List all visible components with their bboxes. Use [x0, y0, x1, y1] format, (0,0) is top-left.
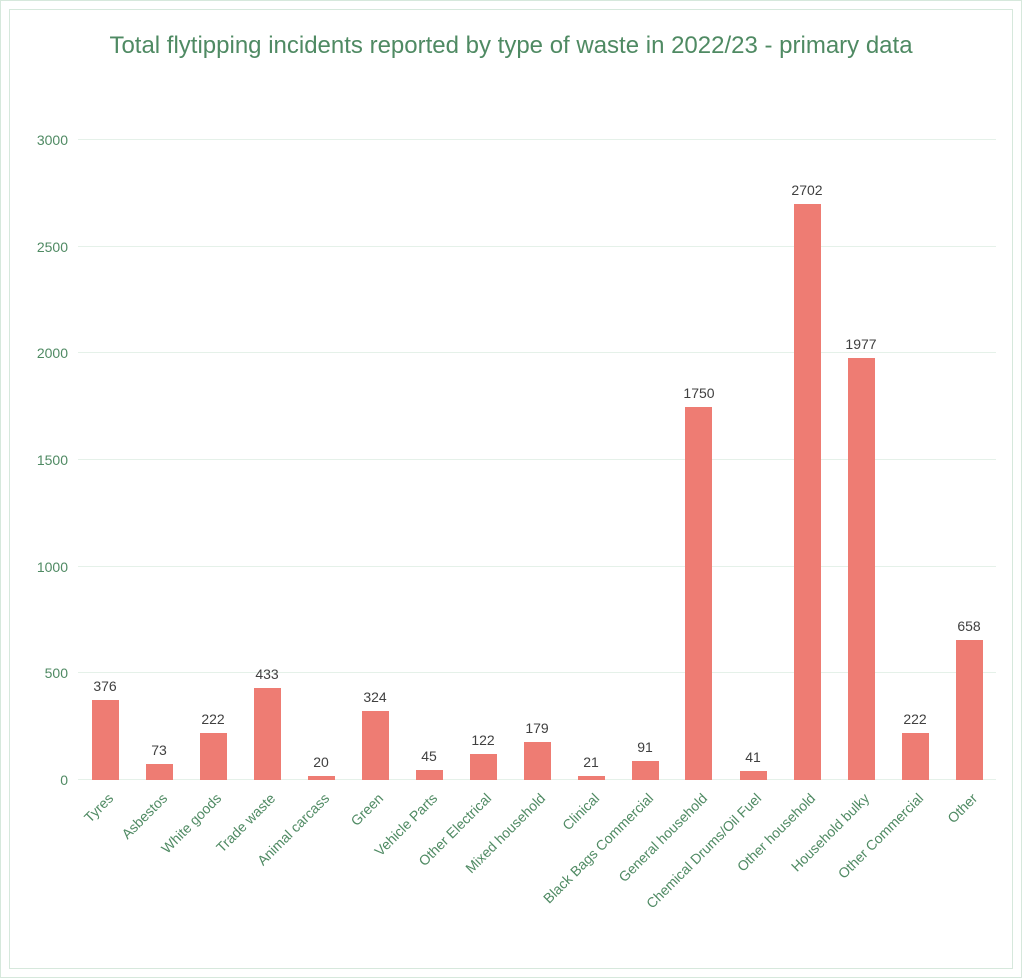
bar-value-label: 41 [745, 749, 761, 765]
y-tick-label: 0 [60, 772, 68, 788]
y-tick-label: 500 [45, 665, 68, 681]
bar-slot: 1750General household [672, 140, 726, 780]
x-tick-label: Green [347, 790, 386, 829]
y-tick-label: 1500 [37, 452, 68, 468]
bar-slot: 41Chemical Drums/Oil Fuel [726, 140, 780, 780]
y-tick-label: 2500 [37, 239, 68, 255]
chart-title: Total flytipping incidents reported by t… [10, 30, 1012, 62]
bar-value-label: 45 [421, 748, 437, 764]
bar-slot: 433Trade waste [240, 140, 294, 780]
y-tick-label: 3000 [37, 132, 68, 148]
bar-slot: 45Vehicle Parts [402, 140, 456, 780]
x-tick-label: Clinical [559, 790, 602, 833]
bar: 222 [200, 733, 227, 780]
plot-area: 050010001500200025003000376Tyres73Asbest… [78, 140, 996, 780]
bar: 20 [308, 776, 335, 780]
bar-value-label: 73 [151, 742, 167, 758]
bar-value-label: 658 [957, 618, 980, 634]
bar-slot: 1977Household bulky [834, 140, 888, 780]
bar-value-label: 376 [93, 678, 116, 694]
bar-value-label: 91 [637, 739, 653, 755]
x-tick-label: Asbestos [118, 790, 170, 842]
bar-slot: 91Black Bags Commercial [618, 140, 672, 780]
bar-value-label: 433 [255, 666, 278, 682]
bar-slot: 73Asbestos [132, 140, 186, 780]
x-tick-label: Tyres [81, 790, 117, 826]
bar: 324 [362, 711, 389, 780]
bar-slot: 658Other [942, 140, 996, 780]
y-tick-label: 1000 [37, 559, 68, 575]
bar: 1977 [848, 358, 875, 780]
bar: 1750 [685, 407, 712, 780]
bar-value-label: 179 [525, 720, 548, 736]
bar: 91 [632, 761, 659, 780]
bar: 658 [956, 640, 983, 780]
bar: 222 [902, 733, 929, 780]
chart-container: Total flytipping incidents reported by t… [0, 0, 1022, 978]
bar-value-label: 21 [583, 754, 599, 770]
bar: 179 [524, 742, 551, 780]
bar-value-label: 1750 [683, 385, 714, 401]
bar-value-label: 324 [363, 689, 386, 705]
bar: 122 [470, 754, 497, 780]
bar: 73 [146, 764, 173, 780]
bar: 433 [254, 688, 281, 780]
bar-slot: 21Clinical [564, 140, 618, 780]
bar: 21 [578, 776, 605, 780]
bar-value-label: 1977 [845, 336, 876, 352]
x-tick-label: Other [944, 790, 980, 826]
bar-slot: 324Green [348, 140, 402, 780]
bar-slot: 20Animal carcass [294, 140, 348, 780]
bar-slot: 2702Other household [780, 140, 834, 780]
bar-value-label: 2702 [791, 182, 822, 198]
chart-inner-frame: Total flytipping incidents reported by t… [9, 9, 1013, 969]
bar-value-label: 122 [471, 732, 494, 748]
bar-slot: 376Tyres [78, 140, 132, 780]
bar-value-label: 20 [313, 754, 329, 770]
bar: 376 [92, 700, 119, 780]
bar: 45 [416, 770, 443, 780]
y-tick-label: 2000 [37, 345, 68, 361]
bar-slot: 179Mixed household [510, 140, 564, 780]
bar-slot: 222White goods [186, 140, 240, 780]
bar: 2702 [794, 204, 821, 780]
bar-value-label: 222 [903, 711, 926, 727]
bar-value-label: 222 [201, 711, 224, 727]
bar-slot: 222Other Commercial [888, 140, 942, 780]
bar-slot: 122Other Electrical [456, 140, 510, 780]
bar: 41 [740, 771, 767, 780]
